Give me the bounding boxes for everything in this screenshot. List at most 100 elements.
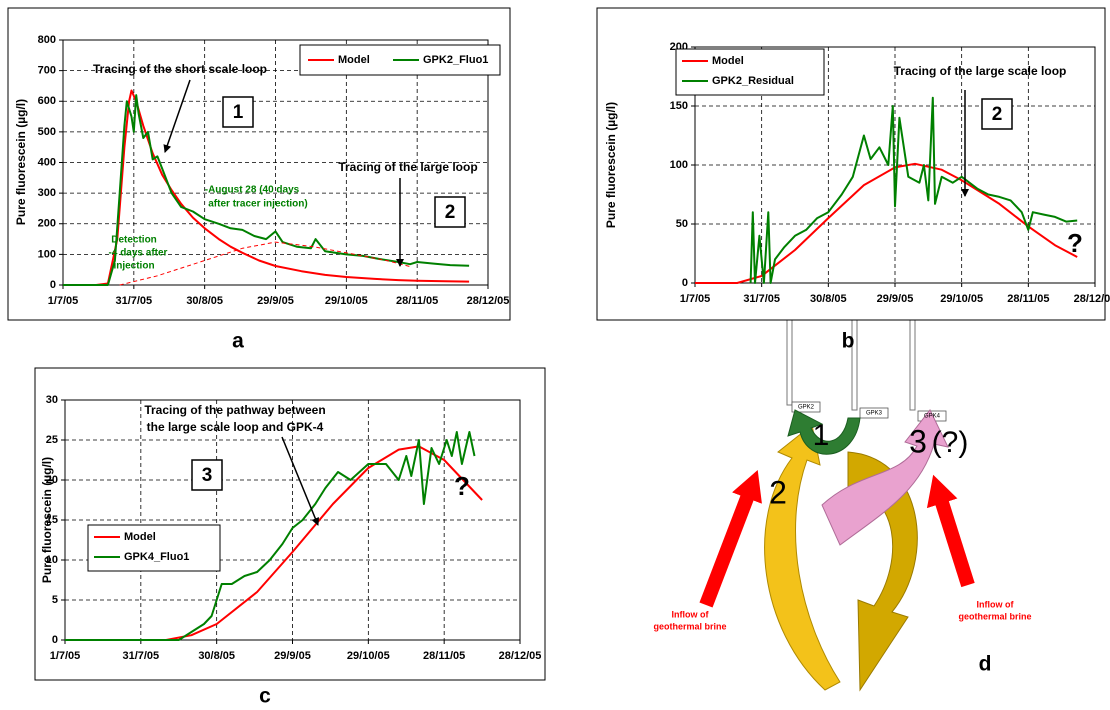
- x-tick-label: 29/9/05: [257, 295, 294, 307]
- annotation: 1: [233, 102, 244, 123]
- y-axis-label: Pure fluorescein (µg/l): [604, 102, 618, 228]
- annotation: Tracing of the large loop: [338, 160, 477, 174]
- inflow-arrow: [926, 474, 975, 588]
- y-tick-label: 50: [676, 218, 688, 230]
- annotation-arrow: [281, 436, 320, 526]
- annotation-box: [981, 98, 1013, 130]
- plot-border: [694, 46, 1096, 284]
- y-tick-label: 500: [38, 126, 56, 138]
- legend-label: GPK2_Fluo1: [423, 54, 488, 66]
- y-tick-label: 10: [46, 554, 58, 566]
- loop-label: 2: [769, 474, 787, 510]
- y-tick-label: 25: [46, 434, 58, 446]
- x-tick-label: 29/9/05: [877, 293, 914, 305]
- loop-label: 1: [813, 419, 830, 452]
- x-tick-label: 31/7/05: [122, 650, 159, 662]
- annotation: ?: [454, 471, 470, 501]
- legend-box: [87, 524, 221, 572]
- panel-label: a: [232, 330, 244, 353]
- annotation: 2: [992, 104, 1003, 125]
- y-tick-label: 0: [682, 277, 688, 289]
- legend-label: GPK2_Residual: [712, 75, 794, 87]
- y-tick-label: 100: [670, 159, 688, 171]
- inflow-label: Inflow of: [977, 599, 1015, 609]
- annotation: 3: [202, 465, 213, 486]
- annotation: the large scale loop and GPK-4: [147, 420, 324, 434]
- annotation-box: [222, 96, 254, 128]
- y-tick-label: 150: [670, 100, 688, 112]
- annotation: ?: [1067, 228, 1083, 258]
- well-label: GPK3: [866, 411, 883, 417]
- series-line: [63, 89, 470, 286]
- plot-border: [64, 399, 521, 641]
- inflow-label: geothermal brine: [958, 611, 1031, 621]
- x-tick-label: 30/8/05: [198, 650, 235, 662]
- y-axis-label: Pure fluorescein (µg/l): [40, 457, 54, 583]
- legend-label: Model: [712, 55, 744, 67]
- inflow-arrow: [699, 470, 762, 608]
- legend-label: GPK4_Fluo1: [124, 551, 189, 563]
- y-tick-label: 15: [46, 514, 58, 526]
- x-tick-label: 28/12/05: [1074, 293, 1110, 305]
- well-label: GPK4: [924, 414, 941, 420]
- series-line: [119, 241, 411, 286]
- x-tick-label: 1/7/05: [50, 650, 81, 662]
- y-tick-label: 30: [46, 394, 58, 406]
- annotation: after tracer injection): [208, 199, 307, 210]
- x-tick-label: 29/10/05: [940, 293, 983, 305]
- x-tick-label: 29/10/05: [325, 295, 368, 307]
- x-tick-label: 31/7/05: [115, 295, 152, 307]
- inflow-label: Inflow of: [672, 609, 710, 619]
- y-tick-label: 0: [52, 634, 58, 646]
- series-line: [749, 96, 1078, 284]
- legend-label: Model: [338, 54, 370, 66]
- loop-arrow: [821, 409, 949, 546]
- panel-label: b: [842, 330, 855, 353]
- x-tick-label: 28/11/05: [396, 295, 438, 307]
- x-tick-label: 1/7/05: [48, 295, 79, 307]
- x-tick-label: 29/10/05: [347, 650, 390, 662]
- chart: 0 5 10 15 20 25 30 1/7/05 31/7/05 30/8/05 29/9/05 2…: [34, 367, 546, 681]
- annotation: injection: [113, 261, 154, 272]
- x-tick-label: 29/9/05: [274, 650, 311, 662]
- plot-border: [62, 39, 489, 286]
- series-line: [65, 431, 476, 641]
- y-tick-label: 600: [38, 95, 56, 107]
- loop-arrow: [787, 409, 861, 455]
- panel-label: d: [979, 653, 992, 676]
- inflow-label: geothermal brine: [653, 621, 726, 631]
- annotation: -4 days after: [109, 248, 168, 259]
- x-tick-label: 1/7/05: [680, 293, 711, 305]
- annotation: Tracing of the large scale loop: [894, 64, 1067, 78]
- well-tag: [791, 401, 821, 413]
- x-tick-label: 28/12/05: [499, 650, 542, 662]
- panel-label: c: [259, 685, 271, 708]
- uncertain-label: (?): [932, 426, 969, 459]
- annotation: 2: [445, 202, 456, 223]
- y-tick-label: 700: [38, 65, 56, 77]
- y-tick-label: 100: [38, 248, 56, 260]
- annotation: Detection: [111, 235, 157, 246]
- y-tick-label: 800: [38, 34, 56, 46]
- y-axis-label: Pure fluorescein (µg/l): [14, 99, 28, 225]
- loop-label: 3: [909, 423, 927, 459]
- y-tick-label: 20: [46, 474, 58, 486]
- chart: 0 100 200 300 400 500 600 700 800 1/7/05 31/7/05 30…: [7, 7, 511, 321]
- y-tick-label: 200: [38, 218, 56, 230]
- series-line: [65, 445, 483, 641]
- well-label: GPK2: [798, 405, 815, 411]
- annotation-arrow: [163, 79, 191, 153]
- well-tag: [859, 407, 889, 419]
- y-tick-label: 300: [38, 187, 56, 199]
- legend-label: Model: [124, 531, 156, 543]
- y-tick-label: 400: [38, 156, 56, 168]
- annotation-box: [434, 196, 466, 228]
- y-tick-label: 0: [50, 279, 56, 291]
- x-tick-label: 30/8/05: [810, 293, 847, 305]
- x-tick-label: 30/8/05: [186, 295, 223, 307]
- annotation: -August 28 (40 days: [205, 185, 300, 196]
- x-tick-label: 31/7/05: [743, 293, 780, 305]
- series-line: [695, 162, 1078, 284]
